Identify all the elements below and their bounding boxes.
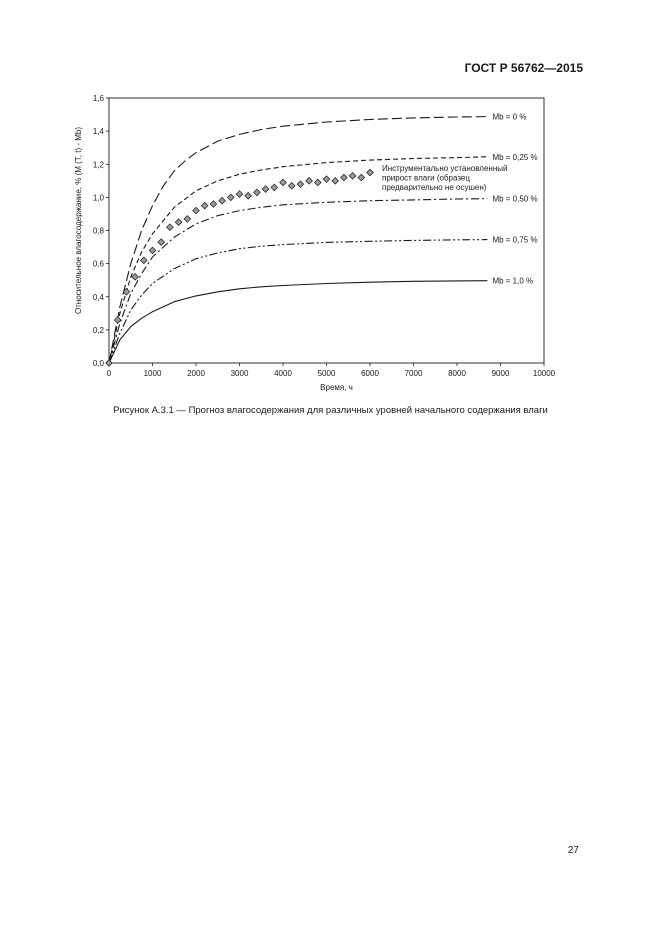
measured-point: [200, 201, 209, 210]
measured-point: [157, 238, 165, 246]
y-tick-label: 1,0: [93, 193, 105, 202]
y-tick-label: 0,0: [93, 359, 105, 368]
measured-point: [244, 191, 252, 200]
measured-point: [174, 218, 183, 227]
x-axis-label: Время, ч: [320, 383, 353, 392]
measured-point: [296, 180, 305, 188]
moisture-forecast-chart: 0,0 0,2 0,4 0,6 0,8 1,0 1,2 1,4 1,6 0 1000 2000 300…: [74, 94, 556, 392]
measured-point: [314, 178, 322, 187]
measured-point: [105, 359, 113, 367]
y-tick-label: 1,2: [93, 160, 105, 169]
x-tick-label: 5000: [318, 369, 336, 378]
y-tick-label: 1,6: [93, 94, 105, 103]
measured-point: [270, 183, 279, 192]
measured-point: [183, 215, 192, 223]
measured-point: [279, 178, 287, 187]
measured-point: [227, 193, 235, 202]
series-labels: Mb = 0 % Mb = 0,25 % Mb = 0,50 % Mb = 0,75 …: [492, 113, 537, 286]
measured-points: [105, 168, 374, 367]
y-tick-label: 0,6: [93, 260, 105, 269]
series-label: Mb = 0,75 %: [492, 236, 537, 245]
measured-point: [331, 177, 339, 185]
y-axis-ticks: 0,0 0,2 0,4 0,6 0,8 1,0 1,2 1,4 1,6: [93, 94, 109, 368]
measured-point: [192, 206, 200, 215]
y-tick-label: 0,4: [93, 293, 105, 302]
series-label: Mb = 0 %: [492, 113, 526, 122]
x-axis-ticks: 0 1000 2000 3000 4000 5000 6000 7000 8000 9000 100…: [107, 363, 556, 378]
x-tick-label: 0: [107, 369, 112, 378]
y-axis-label: Относительное влагосодержание, % (M (T, …: [74, 127, 83, 314]
x-tick-label: 1000: [144, 369, 162, 378]
x-tick-label: 3000: [231, 369, 249, 378]
measured-point: [235, 190, 244, 198]
series-label: Mb = 0,50 %: [492, 195, 537, 204]
measured-point: [322, 175, 331, 183]
measured-point: [140, 256, 148, 265]
page-number: 27: [567, 845, 579, 856]
plot-area-border: [108, 97, 545, 364]
measured-point: [166, 223, 174, 231]
x-tick-label: 4000: [274, 369, 292, 378]
document-id: ГОСТ Р 56762—2015: [464, 61, 583, 75]
series-line: [108, 116, 488, 364]
measured-point: [357, 173, 366, 182]
measured-point: [122, 287, 131, 296]
x-tick-label: 2000: [187, 369, 205, 378]
figure-caption: Рисунок А.3.1 — Прогноз влагосодержания …: [113, 405, 548, 416]
measured-point: [287, 181, 296, 190]
measured-point: [366, 168, 374, 177]
chart-frame: [108, 97, 545, 364]
series-line: [108, 156, 488, 364]
measured-label-line: предварительно не осушен): [382, 183, 487, 192]
measured-point: [113, 316, 122, 324]
measured-point: [253, 188, 261, 197]
measured-point: [148, 246, 157, 255]
x-tick-label: 6000: [361, 369, 379, 378]
y-tick-label: 1,4: [93, 127, 105, 136]
series-label: Mb = 0,25 %: [492, 153, 537, 162]
measured-label-line: прирост влаги (образец: [382, 174, 470, 183]
x-tick-label: 9000: [492, 369, 510, 378]
measured-label-line: Инструментально установленный: [382, 164, 507, 173]
y-tick-label: 0,2: [93, 326, 105, 335]
x-tick-label: 10000: [533, 369, 556, 378]
series-line: [108, 239, 488, 364]
series-line: [108, 198, 488, 364]
measured-point: [209, 200, 218, 208]
measured-point: [218, 196, 226, 205]
x-tick-label: 8000: [448, 369, 466, 378]
x-tick-label: 7000: [405, 369, 423, 378]
series-line: [108, 280, 488, 364]
measured-point: [261, 185, 270, 193]
series-label: Mb = 1,0 %: [492, 277, 533, 286]
y-tick-label: 0,8: [93, 227, 105, 236]
series-lines: [108, 116, 488, 364]
measured-point: [348, 172, 357, 180]
measured-point: [340, 173, 348, 182]
measured-point: [305, 177, 313, 185]
measured-point: [131, 273, 139, 281]
